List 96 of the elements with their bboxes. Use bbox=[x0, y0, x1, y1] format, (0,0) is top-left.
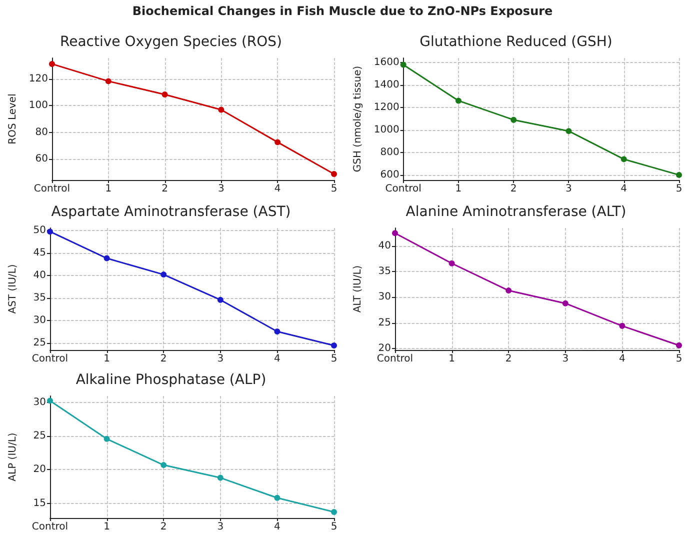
point bbox=[566, 128, 572, 134]
x-tick-label: 1 bbox=[105, 184, 112, 194]
point bbox=[562, 300, 568, 306]
x-tick-label: 4 bbox=[274, 522, 280, 532]
x-tick-label: 3 bbox=[562, 354, 569, 364]
x-tick-label: 3 bbox=[218, 184, 224, 194]
y-tick-label: 20 bbox=[33, 464, 46, 476]
y-tick-label: 25 bbox=[33, 430, 46, 442]
x-tick-label: 2 bbox=[162, 184, 168, 194]
point bbox=[217, 296, 224, 303]
y-tick-label: 40 bbox=[378, 240, 391, 252]
text: Biochemical Changes in Fish Muscle due to ZnO-NPs Exposure bbox=[131, 4, 554, 18]
y-tick-label: 50 bbox=[33, 224, 46, 236]
y-tick-label: 1600 bbox=[374, 57, 400, 68]
x-tick-label: Control bbox=[376, 354, 414, 364]
point bbox=[400, 62, 406, 68]
point bbox=[392, 230, 398, 236]
point bbox=[676, 342, 682, 348]
point bbox=[48, 60, 55, 67]
chart-title: Alkaline Phosphatase (ALP) bbox=[76, 372, 266, 388]
x-tick-label: 1 bbox=[104, 354, 110, 364]
y-tick-label: 100 bbox=[28, 100, 48, 112]
x-tick-label: 5 bbox=[676, 354, 682, 364]
y-tick-label: 60 bbox=[35, 153, 48, 164]
x-tick-label: 5 bbox=[330, 354, 338, 364]
y-tick-label: 1200 bbox=[374, 102, 400, 113]
point bbox=[160, 272, 167, 278]
y-tick-label: 800 bbox=[380, 146, 400, 158]
y-tick-label: 25 bbox=[378, 317, 391, 328]
y-tick-label: 35 bbox=[378, 266, 391, 278]
y-tick-label: 80 bbox=[35, 126, 48, 138]
y-tick-label: 1000 bbox=[374, 124, 400, 136]
point bbox=[331, 342, 337, 348]
point bbox=[274, 494, 280, 501]
x-tick-label: 4 bbox=[274, 354, 280, 364]
x-tick-label: Control bbox=[34, 184, 70, 194]
y-tick-label: 600 bbox=[380, 169, 400, 180]
point bbox=[510, 116, 517, 123]
x-tick-label: 1 bbox=[455, 184, 462, 194]
y-tick-label: 30 bbox=[33, 397, 46, 408]
x-tick-label: Control bbox=[385, 184, 422, 194]
y-tick-label: 15 bbox=[33, 498, 46, 509]
y-tick-label: 30 bbox=[33, 315, 46, 326]
x-tick-label: 5 bbox=[676, 184, 682, 194]
point bbox=[448, 260, 455, 266]
point bbox=[162, 91, 168, 98]
y-tick-label: 40 bbox=[33, 270, 46, 281]
x-tick-label: 2 bbox=[160, 522, 167, 532]
point bbox=[160, 462, 167, 468]
point bbox=[506, 288, 512, 294]
x-tick-label: 1 bbox=[104, 522, 110, 532]
point bbox=[104, 436, 110, 442]
x-tick-label: 2 bbox=[510, 184, 517, 194]
chart-title: Aspartate Aminotransferase (AST) bbox=[51, 204, 291, 220]
y-tick-label: 20 bbox=[378, 342, 391, 354]
y-axis-title: GSH (nmole/g tissue) bbox=[352, 66, 364, 172]
point bbox=[455, 98, 462, 104]
point bbox=[105, 78, 112, 84]
y-axis-title: ALP (IU/L) bbox=[8, 432, 18, 482]
x-tick-label: 3 bbox=[566, 184, 572, 194]
chart-title: Reactive Oxygen Species (ROS) bbox=[60, 34, 282, 50]
point bbox=[331, 171, 337, 178]
chart-title: Alanine Aminotransferase (ALT) bbox=[406, 204, 626, 220]
y-tick-label: 30 bbox=[378, 292, 391, 303]
y-tick-label: 25 bbox=[33, 338, 46, 349]
x-tick-label: 3 bbox=[217, 522, 224, 532]
point bbox=[331, 508, 337, 515]
x-tick-label: Control bbox=[32, 354, 68, 364]
y-axis-title: ROS Level bbox=[8, 94, 18, 144]
point bbox=[47, 228, 53, 235]
x-tick-label: 4 bbox=[274, 184, 281, 194]
x-tick-label: Control bbox=[32, 522, 68, 532]
x-tick-label: 3 bbox=[217, 354, 224, 364]
x-tick-label: 4 bbox=[620, 184, 628, 194]
y-axis-title: ALT (IU/L) bbox=[352, 265, 364, 313]
y-tick-label: 120 bbox=[28, 74, 48, 85]
point bbox=[104, 255, 110, 262]
x-tick-label: 4 bbox=[619, 354, 626, 364]
point bbox=[274, 328, 280, 334]
y-tick-label: 1400 bbox=[374, 79, 400, 90]
point bbox=[274, 139, 281, 146]
point bbox=[676, 172, 682, 178]
x-tick-label: 5 bbox=[330, 184, 338, 194]
x-tick-label: 1 bbox=[448, 354, 455, 364]
x-tick-label: 2 bbox=[505, 354, 512, 364]
point bbox=[620, 156, 627, 162]
x-tick-label: 5 bbox=[330, 522, 338, 532]
x-tick-label: 2 bbox=[160, 354, 167, 364]
point bbox=[619, 322, 626, 329]
point bbox=[218, 106, 224, 113]
point bbox=[47, 398, 53, 404]
y-tick-label: 35 bbox=[33, 292, 46, 304]
point bbox=[217, 474, 224, 481]
y-tick-label: 45 bbox=[33, 247, 46, 258]
y-axis-title: AST (IU/L) bbox=[8, 264, 18, 314]
chart-title: Glutathione Reduced (GSH) bbox=[420, 34, 612, 50]
